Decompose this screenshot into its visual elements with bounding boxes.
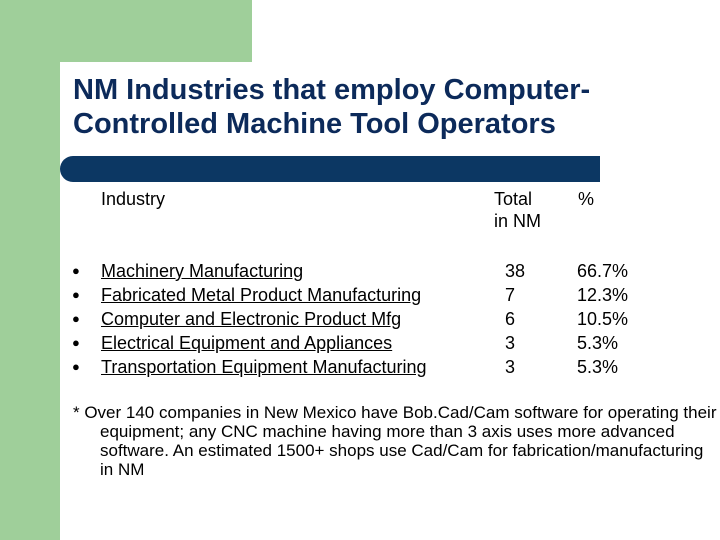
industry-link[interactable]: Machinery Manufacturing xyxy=(101,261,304,281)
total-value: 6 xyxy=(505,309,516,329)
bullet-icon: ● xyxy=(72,311,80,326)
percent-value: 5.3% xyxy=(577,333,619,353)
percent-value: 10.5% xyxy=(577,309,629,329)
table-row: ● Computer and Electronic Product Mfg 6 … xyxy=(72,307,692,331)
slide-title: NM Industries that employ Computer- Cont… xyxy=(73,74,591,140)
percent-value: 5.3% xyxy=(577,357,619,377)
total-value: 3 xyxy=(505,357,516,377)
total-value: 3 xyxy=(505,333,516,353)
industry-link[interactable]: Fabricated Metal Product Manufacturing xyxy=(101,285,422,305)
decorative-green-bar-left xyxy=(0,0,60,540)
bullet-icon: ● xyxy=(72,359,80,374)
column-header-total: Total in NM xyxy=(494,189,542,231)
footnote: * Over 140 companies in New Mexico have … xyxy=(73,403,717,479)
column-header-percent: % xyxy=(578,189,595,209)
bullet-icon: ● xyxy=(72,263,80,278)
title-divider-bar xyxy=(60,156,600,182)
slide-content-panel xyxy=(60,62,720,540)
total-value: 38 xyxy=(505,261,526,281)
percent-value: 12.3% xyxy=(577,285,629,305)
column-header-industry: Industry xyxy=(101,189,166,209)
industry-link[interactable]: Computer and Electronic Product Mfg xyxy=(101,309,402,329)
industry-table: ● Machinery Manufacturing 38 66.7% ● Fab… xyxy=(72,259,692,379)
table-row: ● Transportation Equipment Manufacturing… xyxy=(72,355,692,379)
table-row: ● Electrical Equipment and Appliances 3 … xyxy=(72,331,692,355)
industry-link[interactable]: Electrical Equipment and Appliances xyxy=(101,333,393,353)
bullet-icon: ● xyxy=(72,287,80,302)
percent-value: 66.7% xyxy=(577,261,629,281)
table-row: ● Machinery Manufacturing 38 66.7% xyxy=(72,259,692,283)
bullet-icon: ● xyxy=(72,335,80,350)
total-value: 7 xyxy=(505,285,516,305)
industry-link[interactable]: Transportation Equipment Manufacturing xyxy=(101,357,427,377)
table-row: ● Fabricated Metal Product Manufacturing… xyxy=(72,283,692,307)
